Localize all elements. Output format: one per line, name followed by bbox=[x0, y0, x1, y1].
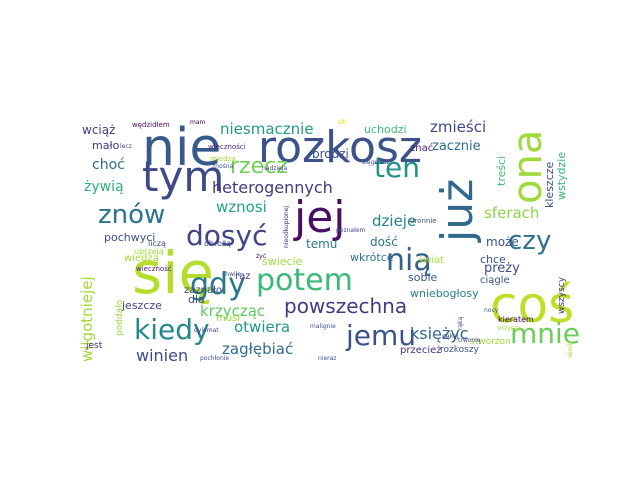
word: uprzeją bbox=[134, 247, 164, 256]
word: pochłonie bbox=[200, 355, 230, 362]
word: krzycząc bbox=[200, 302, 266, 320]
word: uchodzi bbox=[364, 123, 407, 136]
word: niesmacznie bbox=[220, 120, 314, 138]
word: wznosi bbox=[216, 198, 267, 216]
word: obrożą bbox=[204, 239, 232, 248]
word: wieczności bbox=[208, 143, 246, 151]
word: sięgniesz bbox=[362, 159, 390, 166]
word: ona bbox=[505, 129, 551, 204]
word: kleszcze bbox=[543, 161, 556, 208]
word: sferach bbox=[484, 204, 540, 222]
word: wiedzą bbox=[124, 253, 159, 264]
word: treści bbox=[495, 155, 508, 186]
word: księżyc bbox=[410, 324, 469, 343]
word: poznałem bbox=[336, 227, 366, 234]
word: zacznie bbox=[432, 139, 481, 154]
word: heterogennych bbox=[212, 178, 333, 197]
word: się bbox=[132, 239, 215, 307]
word: brodzi bbox=[312, 147, 349, 161]
word: zmieści bbox=[430, 118, 487, 136]
word: siłi bbox=[338, 119, 347, 126]
word: coś bbox=[490, 276, 575, 334]
word: żywią bbox=[84, 179, 124, 195]
word: rąką bbox=[457, 316, 464, 330]
word: nadzieja bbox=[262, 165, 288, 172]
word: znać bbox=[410, 143, 434, 154]
word: rzecz bbox=[230, 154, 288, 179]
word: rozkoszy bbox=[440, 345, 479, 355]
word: dla bbox=[188, 293, 205, 306]
word: zaznało bbox=[184, 285, 223, 296]
word: świecie bbox=[262, 255, 303, 268]
word: wieczność bbox=[136, 265, 172, 273]
word: znów bbox=[98, 200, 166, 230]
word: ciągle bbox=[480, 275, 510, 286]
word: wkrótce bbox=[350, 251, 394, 264]
word: nie bbox=[142, 118, 222, 178]
word: otwiera bbox=[234, 318, 291, 336]
word: chce bbox=[480, 253, 506, 266]
word: już bbox=[432, 178, 483, 242]
word: nękąj bbox=[442, 333, 459, 340]
word: miedzą bbox=[210, 155, 236, 163]
word: choć bbox=[92, 157, 125, 173]
word: malignie bbox=[310, 323, 336, 330]
word: potem bbox=[256, 263, 353, 298]
word: winien bbox=[136, 346, 189, 365]
word-cloud: się coś rozkosz nie już tym jej ona gdy … bbox=[78, 118, 580, 364]
word: sobie bbox=[408, 271, 438, 284]
word: kiedy bbox=[134, 313, 210, 346]
word: zagłębiać bbox=[222, 340, 294, 358]
word: uronnie bbox=[410, 217, 437, 225]
word: stworzon bbox=[470, 337, 511, 347]
word: musi bbox=[216, 313, 241, 324]
word: czy bbox=[508, 226, 552, 256]
word: wędzidłem bbox=[132, 121, 170, 129]
word: preży bbox=[484, 261, 520, 276]
word: nieraz bbox=[318, 355, 337, 362]
word: żyć bbox=[256, 253, 266, 260]
word: wiedz bbox=[567, 340, 574, 358]
word: wstydzie bbox=[555, 151, 568, 200]
word: dylemat bbox=[194, 327, 219, 334]
word: trwonię bbox=[458, 337, 481, 344]
word: ten bbox=[374, 151, 420, 184]
word: jemu bbox=[346, 319, 417, 352]
word: mało bbox=[92, 139, 120, 152]
word: chwile bbox=[222, 271, 242, 278]
word: jest bbox=[86, 341, 103, 351]
word: wniebogłosy bbox=[410, 287, 479, 300]
word: dość bbox=[370, 235, 398, 249]
word: dosyć bbox=[186, 219, 268, 252]
word: powszechna bbox=[284, 294, 408, 318]
word: wszyscy bbox=[557, 276, 567, 314]
word: wciąż bbox=[82, 123, 116, 137]
word: gdy bbox=[190, 267, 246, 302]
word: przecież bbox=[400, 345, 442, 356]
word: mam bbox=[190, 119, 206, 126]
word: temu bbox=[306, 237, 338, 251]
word: lecz bbox=[120, 143, 132, 150]
word: pochwyci bbox=[104, 231, 156, 244]
word: nocy bbox=[484, 307, 499, 314]
word: świat bbox=[418, 255, 445, 266]
word: znośna bbox=[212, 163, 234, 170]
word: rozkosz bbox=[258, 122, 422, 173]
word: liczą bbox=[148, 239, 166, 248]
word: dzieje bbox=[372, 212, 417, 230]
word: tym bbox=[142, 152, 225, 201]
word: jeszcze bbox=[122, 299, 162, 312]
word: może bbox=[486, 235, 519, 249]
word: mnie bbox=[510, 317, 581, 350]
word: krzyczą bbox=[498, 325, 521, 332]
word: kieratem bbox=[498, 315, 534, 324]
word: jej bbox=[294, 192, 346, 243]
word: poddało bbox=[115, 299, 125, 336]
word: nieodkupionej bbox=[283, 205, 290, 248]
word: nią bbox=[386, 243, 432, 278]
word: raz bbox=[235, 271, 251, 282]
